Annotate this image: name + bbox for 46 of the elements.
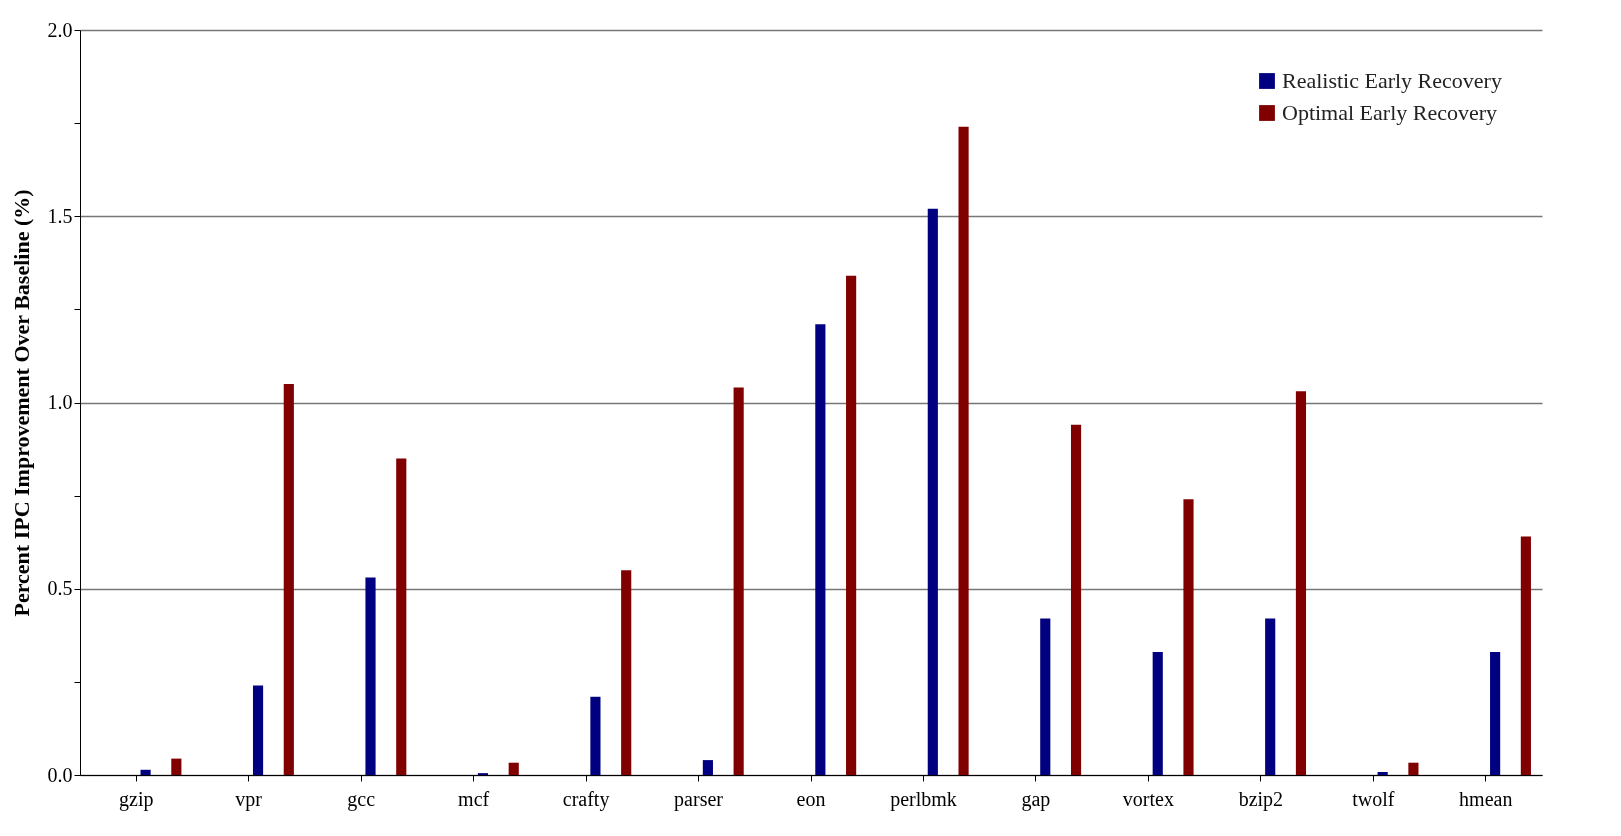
bar — [846, 275, 857, 775]
y-tick-label: 2.0 — [47, 18, 73, 41]
bar — [1152, 652, 1163, 775]
y-tick-label: 1.0 — [47, 391, 73, 413]
bar — [283, 383, 294, 775]
bar — [252, 685, 264, 775]
x-tick-label: gap — [1021, 787, 1051, 811]
x-tick-label: gzip — [119, 787, 154, 811]
legend-label: Optimal Early Recovery — [1282, 100, 1498, 125]
bar — [140, 769, 151, 775]
bar — [1183, 499, 1194, 775]
x-tick-label: twolf — [1352, 787, 1395, 810]
bar — [171, 758, 182, 775]
bar — [733, 387, 744, 775]
y-tick-label: 0.5 — [47, 577, 73, 600]
bar — [927, 208, 938, 775]
x-tick-label: crafty — [562, 787, 610, 811]
y-tick-label: 1.5 — [47, 204, 73, 227]
bar — [702, 760, 713, 775]
bar — [1070, 424, 1082, 775]
bar — [1490, 652, 1501, 775]
y-axis-title: Percent IPC Improvement Over Baseline (%) — [8, 189, 34, 617]
x-tick-label: eon — [796, 787, 826, 810]
bar — [396, 458, 407, 775]
bar — [621, 570, 632, 775]
x-tick-label: vpr — [235, 787, 263, 811]
x-tick-label: bzip2 — [1238, 787, 1284, 811]
x-tick-label: vortex — [1122, 787, 1174, 810]
x-tick-label: gcc — [347, 787, 376, 811]
bar — [1265, 618, 1276, 775]
legend-label: Realistic Early Recovery — [1282, 68, 1502, 93]
bar — [1295, 391, 1307, 775]
bar — [508, 762, 519, 775]
bar — [815, 324, 826, 775]
bar — [365, 577, 376, 775]
bar — [1408, 762, 1419, 775]
bar — [1040, 618, 1051, 775]
x-tick-label: mcf — [458, 787, 490, 810]
bar — [1377, 772, 1388, 775]
x-tick-label: perlbmk — [890, 787, 957, 811]
x-tick-label: parser — [674, 787, 724, 811]
bar — [590, 696, 601, 775]
bar — [958, 126, 969, 775]
y-tick-label: 0.0 — [47, 763, 73, 786]
x-tick-label: hmean — [1459, 787, 1513, 810]
bar — [1520, 536, 1531, 775]
